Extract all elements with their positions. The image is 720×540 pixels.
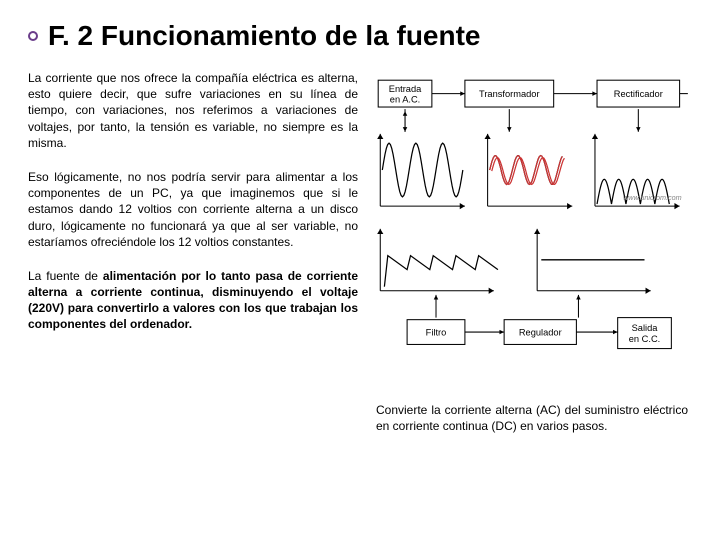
diagram-svg: Entradaen A.C. Transformador Rectificador w… bbox=[372, 74, 692, 384]
svg-text:en A.C.: en A.C. bbox=[390, 94, 420, 104]
page-title: F. 2 Funcionamiento de la fuente bbox=[48, 20, 481, 52]
content-area: La corriente que nos ofrece la compañía … bbox=[28, 70, 692, 434]
svg-text:en C.C.: en C.C. bbox=[629, 334, 660, 344]
paragraph-3-pre: La fuente de bbox=[28, 269, 103, 283]
power-supply-diagram: Entradaen A.C. Transformador Rectificador w… bbox=[372, 70, 692, 384]
left-column: La corriente que nos ofrece la compañía … bbox=[28, 70, 358, 434]
title-row: F. 2 Funcionamiento de la fuente bbox=[28, 20, 692, 52]
paragraph-1: La corriente que nos ofrece la compañía … bbox=[28, 70, 358, 151]
svg-text:Filtro: Filtro bbox=[426, 327, 447, 337]
paragraph-3: La fuente de alimentación por lo tanto p… bbox=[28, 268, 358, 333]
svg-text:Transformador: Transformador bbox=[479, 89, 540, 99]
svg-text:Salida: Salida bbox=[632, 323, 659, 333]
paragraph-2: Eso lógicamente, no nos podría servir pa… bbox=[28, 169, 358, 250]
svg-text:Entrada: Entrada bbox=[389, 84, 422, 94]
right-column: Entradaen A.C. Transformador Rectificador w… bbox=[372, 70, 692, 434]
svg-text:Regulador: Regulador bbox=[519, 327, 562, 337]
title-bullet-icon bbox=[28, 31, 38, 41]
svg-text:Rectificador: Rectificador bbox=[614, 89, 663, 99]
svg-text:www.unicrom.com: www.unicrom.com bbox=[623, 193, 682, 202]
diagram-caption: Convierte la corriente alterna (AC) del … bbox=[372, 402, 692, 434]
